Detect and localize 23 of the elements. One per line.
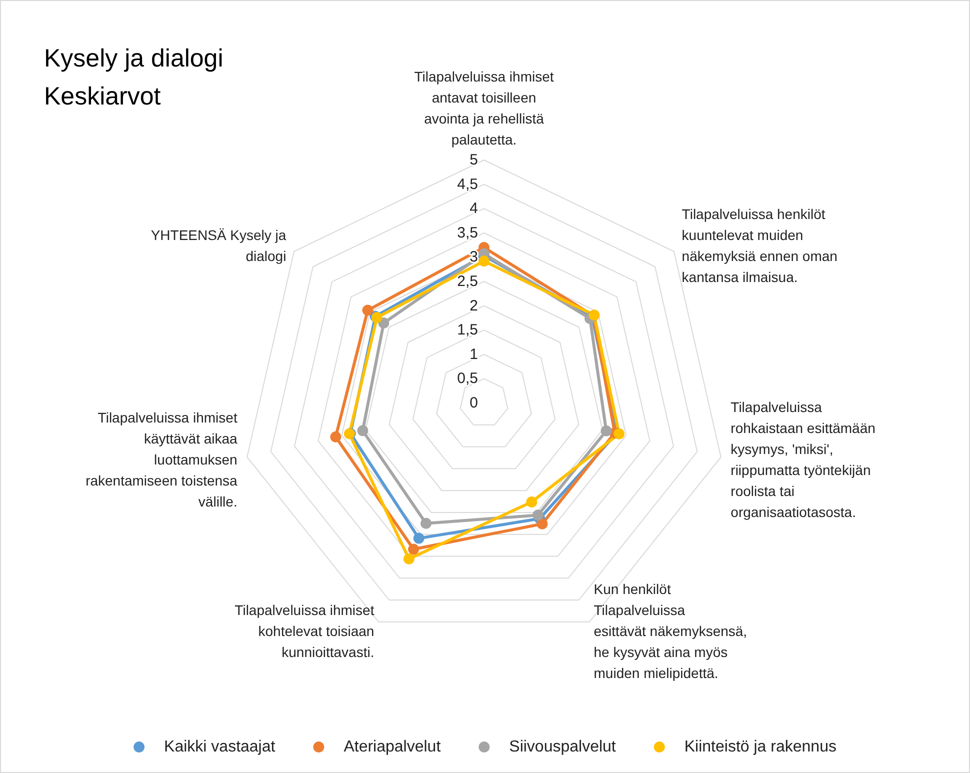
y-tick-label: 0,5 xyxy=(457,370,478,388)
chart-title: Kysely ja dialogi xyxy=(44,44,224,72)
y-tick-label: 5 xyxy=(470,152,478,168)
y-tick-label: 4,5 xyxy=(457,176,478,193)
spoke-label: Tilapalveluissa ihmiset kohtelevat toisiaan kunnioittavasti. xyxy=(234,602,374,660)
spoke-label: Tilapalveluissa henkilöt kuuntelevat muiden näkemyksiä ennen oman kantansa ilmaisua. xyxy=(682,206,838,285)
text: Keskiarvot xyxy=(44,82,161,110)
spoke-label: Tilapalveluissa rohkaistaan esittämään kysymys, 'miksi', riippumatta työntekijän roolista tai organisaatiotasosta. xyxy=(730,398,876,520)
y-tick-label: 1 xyxy=(470,346,478,363)
spoke-label: Tilapalveluissa ihmiset käyttävät aikaa luottamuksen rakentamiseen toistensa välille. xyxy=(86,409,238,510)
spoke-label: Kun henkilöt Tilapalveluissa esittävät näkemyksensä, he kysyvät aina myös muiden mielipidettä. xyxy=(594,580,748,681)
legend-label: Siivouspalvelut xyxy=(509,738,616,756)
legend-label: Ateriapalvelut xyxy=(344,738,442,756)
y-tick-label: 1,5 xyxy=(457,322,478,339)
spoke-label: YHTEENSÄ Kysely ja dialogi xyxy=(150,226,286,264)
spoke-label: Tilapalveluissa ihmiset antavat toisilleen avointa ja rehellistä palautetta. xyxy=(414,68,554,148)
y-tick-label: 2 xyxy=(470,297,478,314)
y-tick-label: 3,5 xyxy=(457,224,478,242)
legend-label: Kiinteistö ja rakennus xyxy=(684,738,836,756)
y-tick-label: 2,5 xyxy=(457,273,478,290)
y-tick-label: 0 xyxy=(470,394,478,412)
legend-label: Kaikki vastaajat xyxy=(164,738,276,756)
y-tick-label: 4 xyxy=(470,200,478,218)
